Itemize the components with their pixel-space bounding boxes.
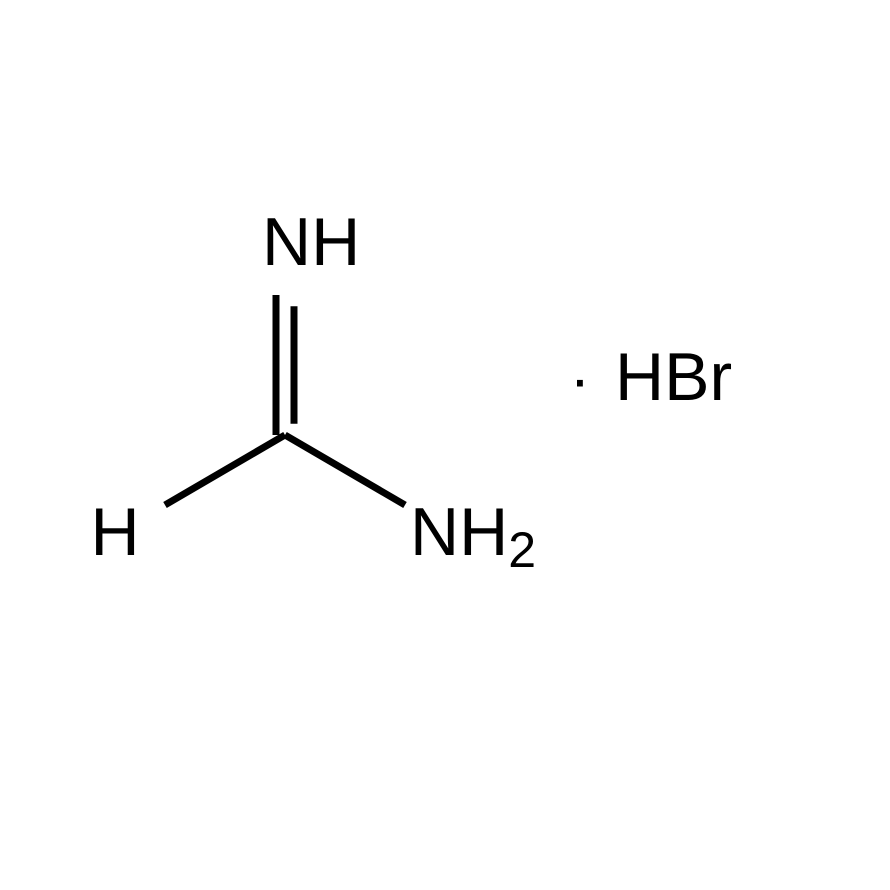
chemical-structure-diagram: NHHNH2·HBr: [0, 0, 890, 890]
counterion-dot: ·: [570, 345, 590, 413]
counterion-label: HBr: [615, 339, 732, 415]
atom-label-H: H: [90, 494, 139, 570]
atom-label-NH: NH: [262, 204, 360, 280]
